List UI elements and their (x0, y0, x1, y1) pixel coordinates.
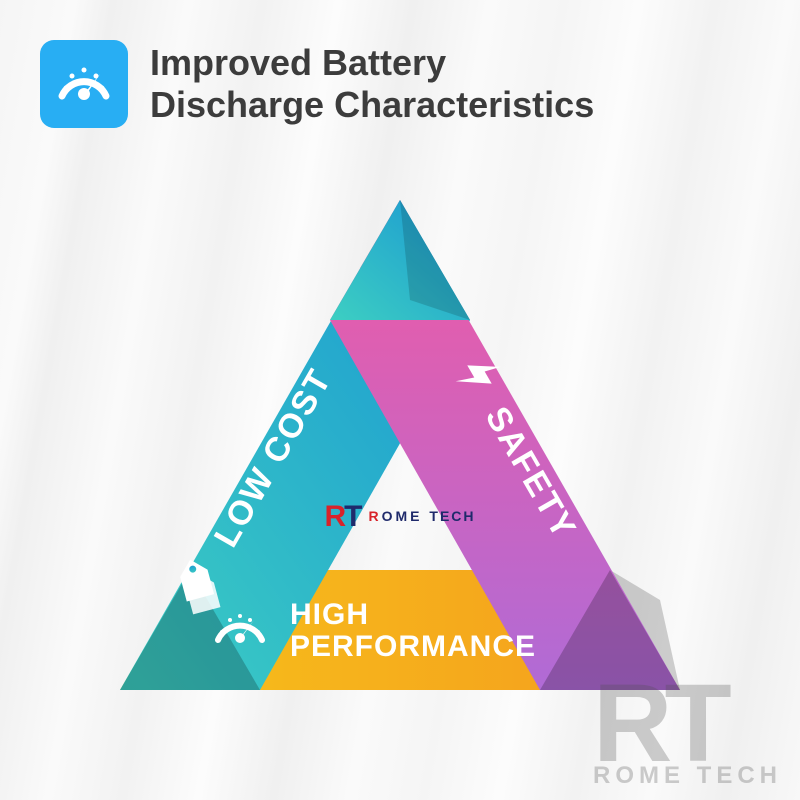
triangle-infographic: LOW COST SAFETY HIGH PERFORMANCE (0, 160, 800, 800)
title-line-1: Improved Battery (150, 42, 594, 84)
band-bottom-label-2: PERFORMANCE (290, 630, 536, 663)
gauge-icon (40, 40, 128, 128)
page-title: Improved Battery Discharge Characteristi… (150, 42, 594, 127)
brand-text: ROME TECH (368, 510, 475, 523)
band-bottom-label-1: HIGH (290, 598, 369, 631)
title-line-2: Discharge Characteristics (150, 84, 594, 126)
rt-monogram: RT (324, 500, 360, 534)
brand-line2: TECH (429, 510, 475, 523)
header: Improved Battery Discharge Characteristi… (0, 0, 800, 128)
center-logo: RT ROME TECH (324, 500, 475, 534)
